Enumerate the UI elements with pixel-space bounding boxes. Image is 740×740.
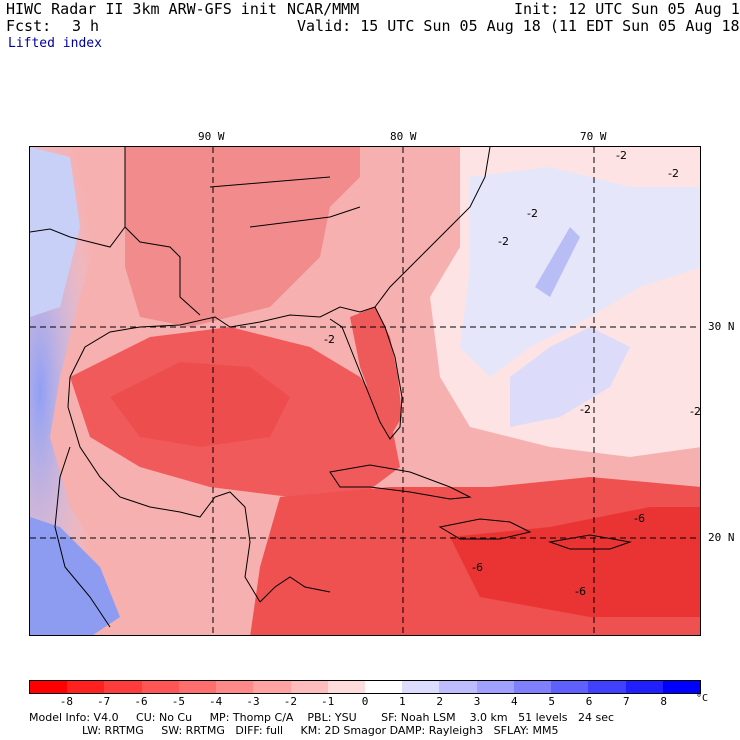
colorbar-tick: 0 xyxy=(361,695,369,708)
colorbar-tick: -5 xyxy=(171,695,185,708)
contour-label: -6 xyxy=(634,512,645,525)
colorbar-ticks: -8 -7 -6 -5 -4 -3 -2 -1 0 1 2 3 4 5 6 7 … xyxy=(29,694,701,708)
colorbar-tick: 1 xyxy=(399,695,406,708)
field-atlantic-blue-2 xyxy=(510,327,630,427)
colorbar-swatch xyxy=(402,681,440,693)
field-gulf-core xyxy=(110,362,290,447)
colorbar-tick: -3 xyxy=(246,695,260,708)
colorbar-tick: -1 xyxy=(321,695,335,708)
colorbar-swatch xyxy=(476,681,514,693)
model-info-line1: Model Info: V4.0 CU: No Cu MP: Thomp C/A… xyxy=(29,711,615,724)
colorbar-tick: 5 xyxy=(548,695,555,708)
contour-label: -2 xyxy=(498,235,509,248)
lon-label-80w: 80 W xyxy=(390,130,417,143)
colorbar-swatch xyxy=(253,681,291,693)
contour-label: -2 xyxy=(580,403,591,416)
colorbar-swatch xyxy=(141,681,179,693)
colorbar-tick: 6 xyxy=(585,695,593,708)
colorbar-swatch xyxy=(327,681,365,693)
colorbar-tick: -8 xyxy=(59,695,73,708)
colorbar xyxy=(29,680,701,694)
colorbar-tick: -6 xyxy=(134,695,148,708)
colorbar-swatch xyxy=(662,681,700,693)
colorbar-swatch xyxy=(364,681,403,693)
lon-label-70w: 70 W xyxy=(580,130,607,143)
coastlines xyxy=(30,147,632,628)
colorbar-tick: 2 xyxy=(436,695,443,708)
colorbar-swatch xyxy=(216,681,254,693)
field-atlantic-blue-1 xyxy=(460,167,700,377)
map-panel: -2 -2 -2 -2 -2 -2 -2 -6 -6 -6 xyxy=(29,146,701,636)
lat-lon-grid xyxy=(30,147,700,635)
field-atlantic-streak xyxy=(535,227,580,297)
model-info-line2: LW: RRTMG SW: RRTMG DIFF: full KM: 2D Sm… xyxy=(82,724,559,737)
colorbar-tick: 3 xyxy=(473,695,481,708)
field-caribbean-core xyxy=(450,507,700,617)
colorbar-swatch xyxy=(104,681,142,693)
field-north-land xyxy=(125,147,360,327)
contour-label: -2 xyxy=(668,167,679,180)
lon-label-90w: 90 W xyxy=(198,130,225,143)
colorbar-unit: °C xyxy=(696,693,709,704)
colorbar-tick: -4 xyxy=(209,695,223,708)
forecast-hours: 3 h xyxy=(72,17,100,35)
colorbar-swatch xyxy=(30,681,68,693)
lat-label-30n: 30 N xyxy=(708,320,735,333)
colorbar-tick: 8 xyxy=(660,695,667,708)
lat-label-20n: 20 N xyxy=(708,531,735,544)
colorbar-swatch xyxy=(67,681,105,693)
title-left: HIWC Radar II 3km ARW-GFS init xyxy=(6,0,277,18)
colorbar-tick: 4 xyxy=(511,695,518,708)
colorbar-tick: -7 xyxy=(97,695,111,708)
contour-label: -2 xyxy=(324,333,335,346)
contour-label: -2 xyxy=(616,149,627,162)
colorbar-swatch xyxy=(290,681,328,693)
colorbar-swatch xyxy=(513,681,552,693)
colorbar-tick: -2 xyxy=(283,695,297,708)
forecast-label: Fcst: xyxy=(6,17,52,35)
lifted-index-map: -2 -2 -2 -2 -2 -2 -2 -6 -6 -6 xyxy=(30,147,701,635)
valid-time: Valid: 15 UTC Sun 05 Aug 18 (11 EDT Sun … xyxy=(297,17,740,35)
contour-label: -2 xyxy=(527,207,538,220)
field-name: Lifted index xyxy=(8,36,102,51)
contour-label: -6 xyxy=(472,561,483,574)
contour-label: -2 xyxy=(690,405,701,418)
colorbar-swatch xyxy=(588,681,626,693)
title-source: NCAR/MMM xyxy=(287,0,360,18)
colorbar-swatch xyxy=(551,681,589,693)
init-time: Init: 12 UTC Sun 05 Aug 18 xyxy=(514,0,740,18)
colorbar-tick: 7 xyxy=(623,695,630,708)
colorbar-swatch xyxy=(625,681,663,693)
field-mexico-pale xyxy=(30,147,80,317)
colorbar-swatch xyxy=(439,681,477,693)
contour-label: -6 xyxy=(575,585,586,598)
field-mexico-deep-blue xyxy=(30,517,120,635)
colorbar-swatch xyxy=(178,681,217,693)
